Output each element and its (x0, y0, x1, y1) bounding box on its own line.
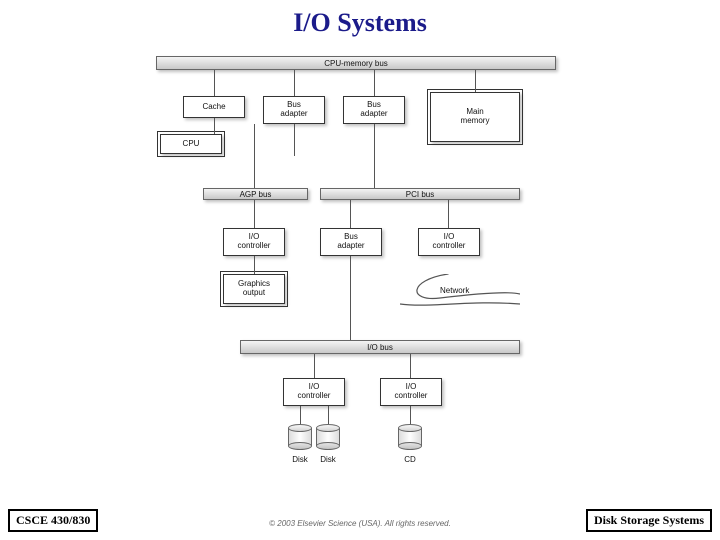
connector-line (410, 354, 411, 378)
connector-line (448, 200, 449, 228)
connector-line (374, 70, 375, 96)
graphics-output-box: Graphics output (223, 274, 285, 304)
connector-line (254, 200, 255, 228)
bus-adapter-1-box: Bus adapter (263, 96, 325, 124)
cache-box: Cache (183, 96, 245, 118)
bus-adapter-3-box: Bus adapter (320, 228, 382, 256)
cd-label: CD (398, 455, 422, 464)
pci-bus: PCI bus (320, 188, 520, 200)
connector-line (475, 70, 476, 92)
bus-adapter-2-box: Bus adapter (343, 96, 405, 124)
cpu-box: CPU (160, 134, 222, 154)
disk-2-cylinder: Disk (316, 424, 340, 450)
cd-cylinder: CD (398, 424, 422, 450)
diagram-stage: CPU-memory bus AGP bus PCI bus I/O bus C… (0, 38, 720, 500)
connector-line (214, 118, 215, 134)
disk-1-label: Disk (288, 455, 312, 464)
io-controller-a-box: I/O controller (223, 228, 285, 256)
connector-line (374, 124, 375, 188)
connector-line (294, 70, 295, 96)
io-controller-b-box: I/O controller (418, 228, 480, 256)
footer-topic-badge: Disk Storage Systems (586, 509, 712, 532)
connector-line (410, 406, 411, 424)
network-label: Network (440, 286, 469, 295)
io-controller-c-box: I/O controller (283, 378, 345, 406)
connector-line (328, 406, 329, 424)
connector-line (214, 70, 215, 96)
disk-2-label: Disk (316, 455, 340, 464)
connector-line (350, 256, 351, 340)
cpu-memory-bus: CPU-memory bus (156, 56, 556, 70)
disk-1-cylinder: Disk (288, 424, 312, 450)
connector-line (254, 256, 255, 274)
agp-bus: AGP bus (203, 188, 308, 200)
connector-line (294, 124, 295, 156)
io-bus: I/O bus (240, 340, 520, 354)
main-memory-box: Main memory (430, 92, 520, 142)
page-title: I/O Systems (0, 8, 720, 38)
io-controller-d-box: I/O controller (380, 378, 442, 406)
connector-line (254, 124, 255, 188)
connector-line (350, 200, 351, 228)
connector-line (300, 406, 301, 424)
footer-course-badge: CSCE 430/830 (8, 509, 98, 532)
connector-line (314, 354, 315, 378)
